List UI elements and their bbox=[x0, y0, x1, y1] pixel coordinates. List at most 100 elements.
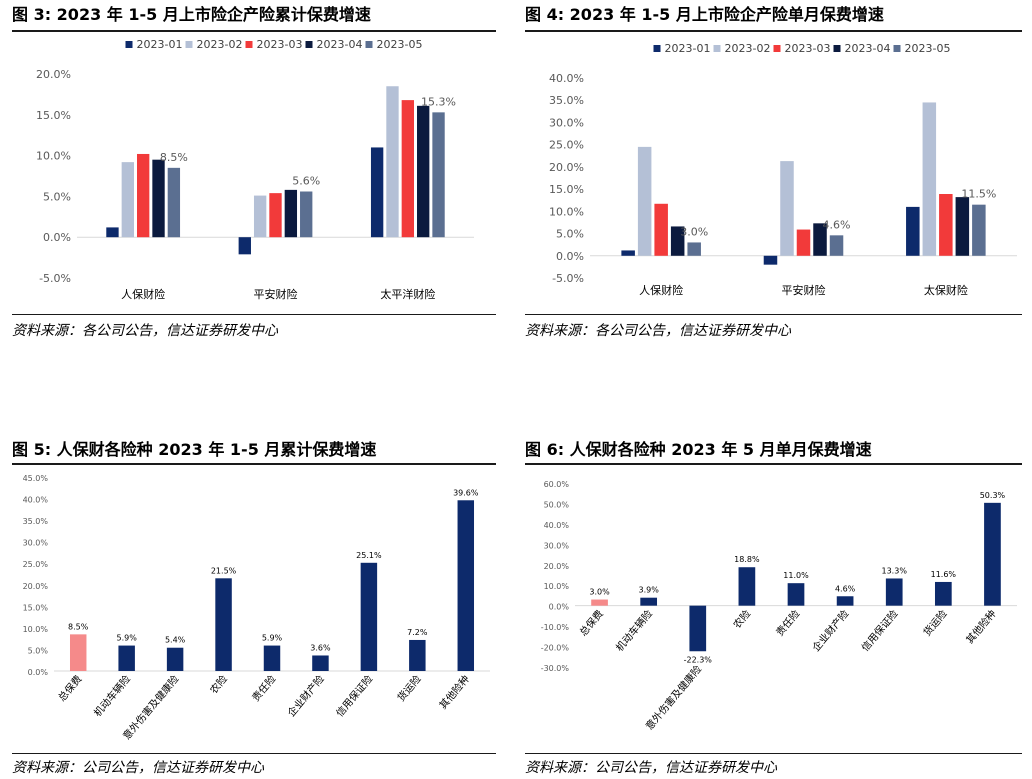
fig3-bar-2023-02 bbox=[121, 162, 134, 238]
fig5-y-tick-label: 40.0% bbox=[23, 496, 49, 505]
fig5-y-tick-label: 15.0% bbox=[23, 603, 49, 612]
figure-4-chart: -5.0% 0.0% 5.0% 10.0% 15.0% 20.0% 25.0% 30.0% 35… bbox=[549, 42, 1017, 297]
fig5-category-label: 责任险 bbox=[249, 673, 278, 704]
fig6-y-tick-label: 30.0% bbox=[544, 541, 570, 550]
figure-3-bottom-rule bbox=[12, 314, 496, 315]
fig5-bar bbox=[166, 647, 184, 671]
fig3-bar-2023-04 bbox=[284, 189, 298, 238]
fig3-bar-2023-04 bbox=[417, 105, 430, 238]
fig4-y-tick-label: 40.0% bbox=[549, 72, 584, 85]
fig3-bar-2023-04 bbox=[152, 159, 165, 238]
fig6-y-tick-label: 10.0% bbox=[544, 582, 570, 591]
fig4-y-tick-label: 25.0% bbox=[549, 139, 584, 152]
fig4-legend-label-2023-01: 2023-01 bbox=[665, 42, 711, 55]
fig4-bar-2023-05 bbox=[829, 235, 844, 256]
fig3-legend-swatch-2023-03 bbox=[245, 41, 253, 48]
fig4-bar-2023-05 bbox=[972, 204, 986, 256]
fig3-legend-label-2023-02: 2023-02 bbox=[197, 38, 243, 51]
fig6-category-label: 总保费 bbox=[577, 607, 606, 638]
fig3-data-label: 8.5% bbox=[160, 151, 188, 164]
fig3-y-tick-label: 0.0% bbox=[43, 231, 71, 244]
fig4-category-label: 人保财险 bbox=[639, 283, 683, 297]
fig6-data-label: 13.3% bbox=[882, 566, 908, 575]
fig3-legend-swatch-2023-01 bbox=[125, 41, 133, 48]
fig3-data-label: 15.3% bbox=[421, 95, 456, 108]
fig6-data-label: -22.3% bbox=[684, 655, 713, 664]
figure-5-bottom-rule bbox=[12, 753, 496, 754]
fig5-category-label: 农险 bbox=[207, 673, 230, 697]
fig6-category-label: 机动车辆险 bbox=[613, 607, 655, 654]
figure-4-panel: 图 4: 2023 年 1-5 月上市险企产险单月保费增速 -5.0% 0.0% 5… bbox=[525, 0, 1022, 350]
figure-5-panel: 图 5: 人保财各险种 2023 年 1-5 月累计保费增速 0.0% 5.0% 1… bbox=[12, 435, 496, 779]
fig6-y-tick-label: 50.0% bbox=[544, 500, 570, 509]
figure-6-chart: -30.0% -20.0% -10.0% 0.0% 10.0% 20.0% 30.0% 40.… bbox=[541, 480, 1017, 732]
figure-3-chart: -5.0% 0.0% 5.0% 10.0% 15.0% 20.0% 2023-01 2023-… bbox=[36, 38, 474, 301]
fig5-category-label: 企业财产险 bbox=[285, 673, 327, 720]
fig4-bar-2023-04 bbox=[955, 197, 970, 256]
fig3-legend-swatch-2023-02 bbox=[185, 41, 193, 48]
fig5-data-label: 5.4% bbox=[165, 636, 186, 645]
fig4-y-tick-label: 15.0% bbox=[549, 183, 584, 196]
fig3-bar-2023-01 bbox=[106, 227, 119, 238]
fig5-category-label: 货运险 bbox=[394, 673, 423, 704]
fig5-category-label: 其他险种 bbox=[436, 673, 472, 712]
fig4-y-tick-label: 0.0% bbox=[556, 250, 584, 263]
figure-6-panel: 图 6: 人保财各险种 2023 年 5 月单月保费增速 -30.0% -20.0… bbox=[525, 435, 1022, 779]
figure-4-source: 资料来源：各公司公告，信达证券研发中心 bbox=[525, 323, 791, 339]
fig3-y-tick-label: 5.0% bbox=[43, 190, 71, 203]
figure-6-title: 图 6: 人保财各险种 2023 年 5 月单月保费增速 bbox=[525, 440, 872, 459]
fig3-category-label: 平安财险 bbox=[254, 287, 298, 301]
fig3-data-label: 5.6% bbox=[292, 175, 320, 188]
figure-4-bottom-rule bbox=[525, 314, 1022, 315]
fig3-legend-label-2023-05: 2023-05 bbox=[377, 38, 423, 51]
fig5-data-label: 21.5% bbox=[211, 566, 237, 575]
fig5-y-tick-label: 25.0% bbox=[23, 560, 49, 569]
figure-4-top-rule bbox=[525, 30, 1022, 32]
fig3-bar-2023-01 bbox=[238, 237, 251, 255]
fig4-y-tick-label: -5.0% bbox=[552, 272, 584, 285]
fig4-bar-2023-04 bbox=[670, 226, 685, 256]
fig4-legend-label-2023-02: 2023-02 bbox=[725, 42, 771, 55]
fig4-y-tick-label: 30.0% bbox=[549, 116, 584, 129]
fig3-legend-swatch-2023-04 bbox=[305, 41, 313, 48]
figure-6-bottom-rule bbox=[525, 753, 1022, 754]
figure-5-chart: 0.0% 5.0% 10.0% 15.0% 20.0% 25.0% 30.0% 35.0% 40… bbox=[23, 474, 490, 742]
fig6-bar bbox=[640, 597, 658, 606]
fig4-legend-swatch-2023-01 bbox=[653, 45, 661, 52]
fig6-data-label: 3.0% bbox=[589, 588, 610, 597]
fig3-y-tick-label: 10.0% bbox=[36, 150, 71, 163]
fig4-data-label: 3.0% bbox=[680, 225, 708, 238]
fig6-data-label: 3.9% bbox=[639, 586, 660, 595]
fig5-data-label: 25.1% bbox=[356, 551, 382, 560]
fig6-y-tick-label: -10.0% bbox=[541, 623, 570, 632]
figure-5-top-rule bbox=[12, 463, 496, 465]
fig6-bar bbox=[836, 596, 854, 606]
fig4-bar-2023-01 bbox=[906, 206, 920, 256]
fig5-data-label: 7.2% bbox=[407, 628, 428, 637]
fig3-bar-2023-05 bbox=[432, 112, 445, 238]
fig4-bar-2023-04 bbox=[813, 223, 827, 256]
fig3-y-tick-label: -5.0% bbox=[39, 272, 71, 285]
fig5-bar bbox=[118, 645, 135, 671]
fig4-bar-2023-01 bbox=[621, 250, 635, 256]
fig4-data-label: 4.6% bbox=[823, 218, 851, 231]
fig6-bar bbox=[934, 581, 952, 606]
fig6-bar bbox=[689, 605, 707, 652]
fig3-bar-2023-02 bbox=[253, 195, 267, 238]
fig3-bar-2023-05 bbox=[167, 167, 181, 238]
fig4-legend-swatch-2023-02 bbox=[713, 45, 721, 52]
figure-6-top-rule bbox=[525, 463, 1022, 465]
fig6-data-label: 11.6% bbox=[931, 570, 957, 579]
fig3-bar-2023-05 bbox=[300, 191, 313, 238]
fig5-bar bbox=[457, 500, 475, 671]
fig4-legend-label-2023-04: 2023-04 bbox=[845, 42, 891, 55]
fig6-category-label: 农险 bbox=[730, 607, 753, 631]
fig3-bar-2023-03 bbox=[401, 100, 415, 238]
fig4-legend-label-2023-05: 2023-05 bbox=[905, 42, 951, 55]
fig3-bar-2023-01 bbox=[370, 147, 384, 238]
fig5-bar bbox=[69, 634, 87, 671]
fig6-bar bbox=[738, 567, 756, 606]
fig4-y-tick-label: 35.0% bbox=[549, 94, 584, 107]
fig4-bar-2023-01 bbox=[763, 255, 778, 265]
fig5-data-label: 39.6% bbox=[453, 488, 479, 497]
